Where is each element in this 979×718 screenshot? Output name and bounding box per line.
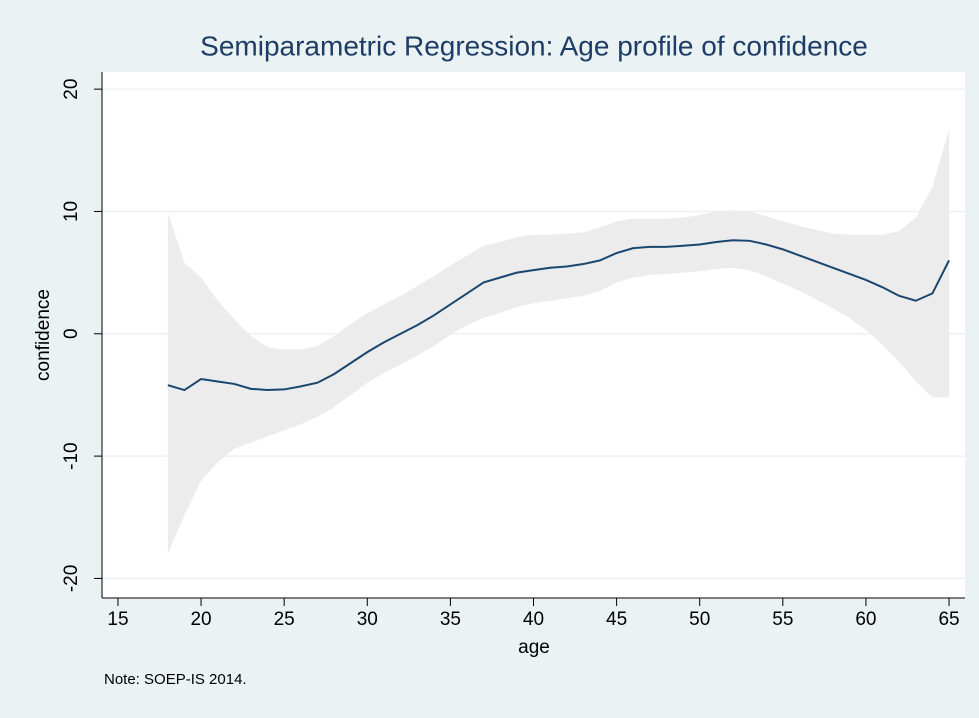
x-tick-label: 45 bbox=[606, 609, 627, 630]
x-tick-label: 25 bbox=[274, 609, 295, 630]
x-tick-label: 30 bbox=[357, 609, 378, 630]
x-tick-label: 40 bbox=[523, 609, 544, 630]
y-tick-label: -10 bbox=[61, 442, 82, 469]
y-tick-label: 0 bbox=[61, 328, 82, 339]
x-tick-label: 65 bbox=[938, 609, 959, 630]
y-tick-label: 20 bbox=[61, 79, 82, 100]
x-tick-label: 50 bbox=[689, 609, 710, 630]
note: Note: SOEP-IS 2014. bbox=[104, 671, 247, 688]
x-tick-label: 15 bbox=[107, 609, 128, 630]
y-axis-label: confidence bbox=[33, 289, 54, 381]
confidence-band bbox=[167, 129, 950, 554]
y-tick-label: 10 bbox=[61, 201, 82, 222]
line bbox=[167, 239, 950, 392]
x-tick-label: 35 bbox=[440, 609, 461, 630]
y-tick-label: -20 bbox=[61, 565, 82, 592]
x-tick-label: 60 bbox=[855, 609, 876, 630]
x-tick-label: 20 bbox=[190, 609, 211, 630]
chart-title: Semiparametric Regression: Age profile o… bbox=[200, 30, 868, 61]
x-axis-label: age bbox=[518, 637, 550, 658]
x-tick-label: 55 bbox=[772, 609, 793, 630]
